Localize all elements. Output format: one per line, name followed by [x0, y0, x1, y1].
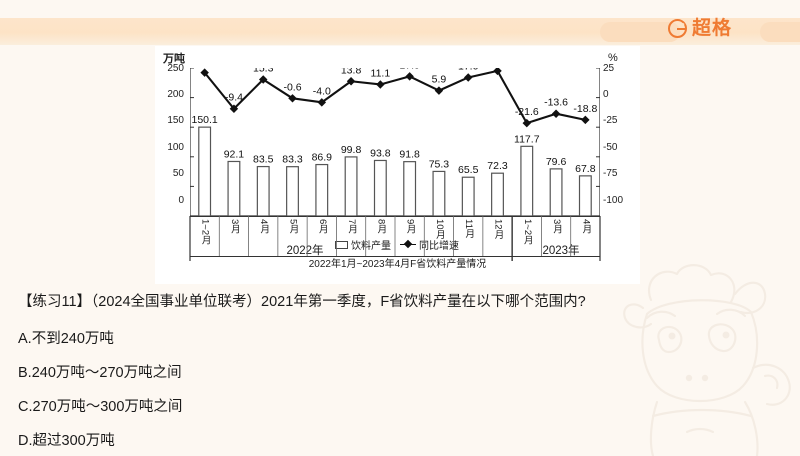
x-axis-tick-label: 4月 [258, 219, 270, 234]
svg-text:17.9: 17.9 [399, 68, 420, 71]
svg-text:150.1: 150.1 [192, 114, 218, 126]
svg-text:86.9: 86.9 [312, 152, 333, 164]
group-label-2023: 2023年 [542, 245, 580, 257]
plot-area: 150.1 92.1 83.5 83.3 86.9 99.8 93.8 91.8 75.3 65.… [190, 68, 600, 216]
x-axis-tick-label: 10月 [433, 219, 445, 240]
legend-item-output: 饮料产量 [335, 237, 391, 252]
right-axis-tick: -25 [603, 115, 618, 126]
legend-item-growth: 同比增速 [400, 237, 459, 252]
svg-text:67.8: 67.8 [575, 163, 596, 175]
legend-label-growth: 同比增速 [419, 241, 459, 252]
x-axis-tick-label: 12月 [492, 219, 504, 240]
chart-legend: 饮料产量 同比增速 [335, 237, 459, 252]
question-option-d[interactable]: D.超过300万吨 [18, 432, 115, 449]
svg-text:93.8: 93.8 [370, 147, 391, 159]
svg-text:99.8: 99.8 [341, 144, 362, 156]
question-option-c[interactable]: C.270万吨～300万吨之间 [18, 398, 183, 415]
chart-caption: 2022年1月~2023年4月F省饮料产量情况 [308, 259, 487, 270]
svg-text:79.6: 79.6 [546, 156, 567, 168]
svg-text:117.7: 117.7 [514, 133, 540, 145]
x-axis-tick-label: 8月 [375, 219, 387, 234]
x-axis-tick-label: 4月 [580, 219, 592, 234]
svg-text:11.1: 11.1 [371, 68, 391, 79]
question-option-b[interactable]: B.240万吨～270万吨之间 [18, 364, 182, 381]
x-axis-tick-label: 11月 [463, 219, 475, 239]
svg-text:-18.8: -18.8 [573, 103, 597, 115]
svg-text:-4.0: -4.0 [313, 85, 331, 97]
svg-text:5.9: 5.9 [432, 74, 447, 86]
header-pill-left [600, 22, 680, 42]
svg-text:15.3: 15.3 [253, 68, 274, 74]
svg-text:-0.6: -0.6 [283, 81, 301, 93]
svg-text:-9.4: -9.4 [225, 92, 243, 104]
svg-text:65.5: 65.5 [458, 164, 479, 176]
legend-bar-swatch-icon [335, 240, 348, 249]
svg-text:72.3: 72.3 [487, 160, 508, 172]
x-axis-tick-label: 7月 [346, 219, 358, 234]
left-axis-tick: 50 [172, 168, 184, 179]
brand-logo: 超格 [668, 19, 732, 38]
x-axis-tick-label: 1~2月 [521, 219, 533, 245]
svg-text:83.5: 83.5 [253, 154, 274, 166]
brand-name: 超格 [692, 18, 733, 39]
x-axis-tick-label: 9月 [404, 219, 416, 234]
right-axis-tick: 0 [603, 89, 609, 100]
legend-label-output: 饮料产量 [351, 241, 391, 252]
left-axis-unit: 万吨 [163, 53, 185, 65]
right-axis-tick: -50 [603, 142, 618, 153]
left-axis-tick: 100 [167, 142, 184, 153]
right-axis-unit: % [608, 52, 618, 64]
right-axis-tick: 25 [603, 63, 615, 74]
chart-panel: 万吨 % 250 200 150 100 50 0 25 0 -25 -50 -… [155, 46, 640, 284]
right-axis-tick: -75 [603, 168, 618, 179]
svg-text:75.3: 75.3 [429, 158, 450, 170]
left-axis-tick: 200 [167, 89, 184, 100]
header-pill-right [760, 22, 800, 42]
svg-text:-21.6: -21.6 [515, 106, 539, 118]
x-axis-tick-label: 3月 [228, 219, 240, 234]
svg-text:13.8: 13.8 [341, 68, 362, 76]
right-axis-tick: -100 [603, 195, 624, 206]
g-circle-icon [668, 19, 687, 38]
legend-line-swatch-icon [400, 240, 416, 249]
x-axis-tick-label: 3月 [551, 219, 563, 234]
svg-text:83.3: 83.3 [282, 154, 303, 166]
question-block: 【练习11】（2024全国事业单位联考）2021年第一季度，F省饮料产量在以下哪… [18, 292, 788, 450]
left-axis-tick: 0 [178, 195, 184, 206]
x-axis-tick-label: 1~2月 [199, 219, 211, 245]
x-axis-tick-label: 5月 [287, 219, 299, 234]
left-axis-tick: 150 [167, 115, 184, 126]
left-axis-tick: 250 [167, 63, 184, 74]
question-stem: 【练习11】（2024全国事业单位联考）2021年第一季度，F省饮料产量在以下哪… [18, 294, 586, 310]
svg-text:17.0: 17.0 [458, 68, 479, 72]
svg-text:91.8: 91.8 [399, 149, 420, 161]
x-axis-tick-label: 6月 [316, 219, 328, 234]
question-option-a[interactable]: A.不到240万吨 [18, 330, 114, 347]
svg-text:-13.6: -13.6 [544, 97, 568, 109]
svg-text:92.1: 92.1 [224, 148, 245, 160]
group-label-2022: 2022年 [286, 245, 324, 257]
